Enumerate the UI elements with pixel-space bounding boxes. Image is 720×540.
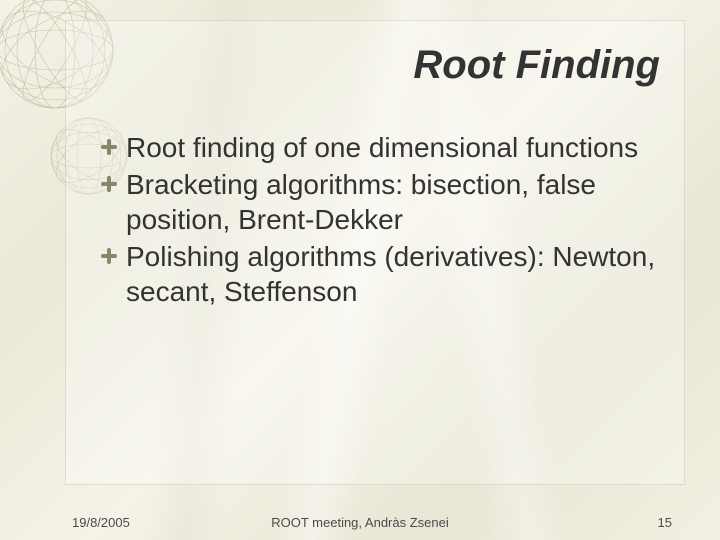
slide-title: Root Finding [413,43,660,88]
bullet-text: Polishing algorithms (derivatives): Newt… [126,239,665,309]
footer-center: ROOT meeting, Andràs Zsenei [0,515,720,530]
slide: Root Finding Root finding of one dimensi… [0,0,720,540]
bullet-item: Polishing algorithms (derivatives): Newt… [98,239,665,309]
bullet-item: Root finding of one dimensional function… [98,130,665,165]
footer-page-number: 15 [658,515,672,530]
bullet-text: Root finding of one dimensional function… [126,130,638,165]
plus-icon [98,245,120,267]
bullet-text: Bracketing algorithms: bisection, false … [126,167,665,237]
plus-icon [98,173,120,195]
plus-icon [98,136,120,158]
bullet-list: Root finding of one dimensional function… [98,130,665,311]
bullet-item: Bracketing algorithms: bisection, false … [98,167,665,237]
